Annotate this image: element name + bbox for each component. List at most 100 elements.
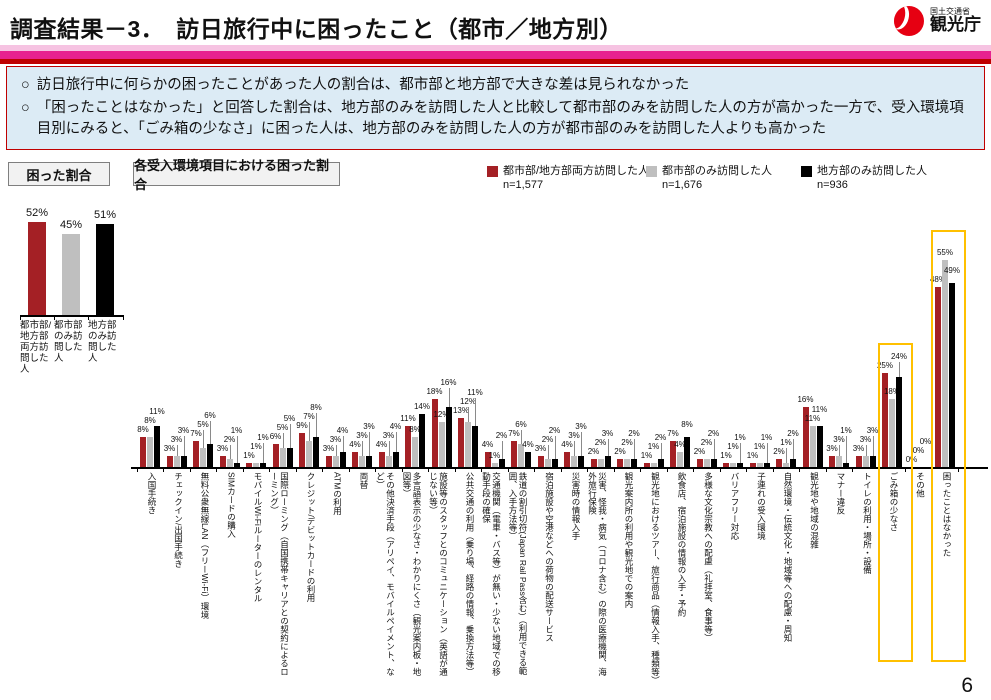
label-leader-16-1 (574, 440, 575, 456)
bar-25-0 (802, 406, 809, 467)
axis-tick-12 (454, 468, 456, 472)
section-label-by-item: 各受入環境項目における困った割合 (133, 158, 340, 192)
bar-11-0 (431, 399, 438, 467)
bar-22-0 (723, 463, 729, 467)
bar-value-21-2: 2% (707, 429, 720, 439)
bar-0-0 (140, 436, 146, 467)
bar-value-2-0: 7% (190, 428, 202, 438)
page-number: 6 (961, 674, 973, 697)
main-x-axis (131, 467, 988, 469)
axis-tick-19 (640, 468, 642, 472)
bar-value-4-2: 1% (257, 433, 269, 443)
label-leader-23-2 (766, 443, 768, 464)
bar-value-8-2: 3% (363, 421, 375, 431)
bar-12-1 (465, 421, 471, 467)
label-leader-6-2 (316, 413, 317, 437)
label-leader-27-2 (872, 435, 874, 456)
label-leader-11-2 (448, 388, 450, 407)
bar-25-1 (809, 425, 816, 467)
bar-15-1 (544, 459, 551, 467)
axis-tick-29 (905, 468, 907, 472)
mini-axis-tick-3 (123, 316, 124, 320)
bar-value-3-2: 1% (230, 425, 243, 435)
bar-value-13-1: 1% (488, 451, 501, 461)
bar-26-0 (829, 455, 835, 467)
label-leader-18-2 (634, 439, 635, 460)
mini-cat-label-2: 地方部のみ訪問した人 (88, 320, 117, 364)
bar-1-2 (180, 455, 187, 467)
bar-value-24-0: 2% (773, 447, 785, 457)
label-leader-5-1 (282, 433, 284, 449)
label-leader-8-1 (362, 440, 363, 456)
bar-value-15-2: 2% (548, 425, 561, 435)
header-strip-red (0, 59, 991, 64)
bar-value-25-0: 16% (797, 394, 814, 404)
bar-4-0 (246, 463, 252, 467)
bar-value-24-2: 2% (787, 429, 799, 439)
bar-value-13-2: 2% (495, 430, 508, 440)
axis-tick-13 (481, 468, 483, 472)
bar-value-23-2: 1% (760, 433, 773, 443)
legend-swatch-urban (646, 166, 657, 177)
legend-swatch-rural (801, 166, 812, 177)
category-label-0: 入国手続き (147, 472, 157, 515)
category-label-19: 観光地におけるツアー、旅行商品（情報入手、種類等） (650, 472, 661, 685)
bar-value-1-0: 3% (163, 443, 176, 453)
axis-tick-16 (560, 468, 562, 472)
bar-value-7-2: 4% (336, 425, 349, 435)
bar-value-20-0: 7% (667, 428, 679, 438)
bar-value-2-1: 5% (197, 419, 209, 429)
section-label-troubled-ratio: 困った割合 (8, 162, 110, 186)
bar-10-1 (412, 436, 418, 467)
page-title: 調査結果－3． 訪日旅行中に困ったこと（都市／地方別） (10, 16, 623, 42)
bar-value-6-0: 9% (296, 421, 308, 431)
bar-value-23-1: 1% (753, 442, 766, 452)
label-leader-9-2 (395, 431, 397, 452)
bar-value-27-1: 3% (859, 434, 872, 444)
category-label-11: 施設等のスタッフとのコミュニケーション（英語が通じない等） (428, 472, 449, 676)
bar-19-0 (643, 463, 650, 467)
bar-8-2 (366, 455, 372, 467)
bar-30-2 (949, 282, 955, 467)
highlight-box-30 (931, 230, 966, 662)
mini-cat-label-1: 都市部のみ訪問した人 (54, 320, 83, 364)
bar-25-2 (816, 425, 823, 467)
category-label-7: ATMの利用 (332, 472, 343, 515)
bar-value-19-0: 1% (640, 451, 653, 461)
label-leader-3-2 (236, 435, 238, 464)
bar-6-1 (306, 440, 312, 467)
bar-value-0-0: 8% (137, 424, 149, 434)
category-label-16: 災害時の情報入手 (571, 472, 581, 540)
bar-26-2 (843, 463, 849, 467)
legend-label: 地方部のみ訪問した人 n=936 (817, 165, 927, 192)
label-leader-14-1 (521, 429, 522, 445)
category-label-17: 災害、怪我・病気（コロナ含む）の際の医療機関、海外旅行保険 (587, 472, 608, 676)
axis-tick-6 (295, 468, 297, 472)
bar-value-5-0: 6% (269, 432, 282, 442)
bar-14-0 (511, 440, 517, 467)
bar-value-30-0: 48% (929, 274, 946, 284)
label-leader-1-1 (176, 444, 178, 456)
axis-tick-15 (534, 468, 536, 472)
bar-value-26-0: 3% (826, 443, 838, 453)
bar-28-2 (896, 376, 902, 467)
category-label-14: 鉄道の割引切符(Japan Rail Pass含む)（利用できる範囲、入手方法等… (508, 472, 528, 676)
bullet-text: 訪日旅行中に何らかの困ったことがあった人の割合は、都市部と地方部で大きな差は見ら… (36, 77, 690, 93)
bar-12-0 (458, 418, 464, 467)
category-label-18: 観光案内所の利用や観光地での案内 (624, 472, 634, 608)
legend-item-rural-only: 地方部のみ訪問した人 n=936 (801, 164, 927, 193)
bar-24-2 (790, 459, 796, 467)
bar-24-0 (776, 459, 782, 467)
bar-value-9-0: 4% (375, 439, 388, 449)
bar-value-28-1: 18% (883, 387, 900, 397)
bar-30-1 (942, 260, 948, 467)
bar-value-25-1: 11% (804, 413, 821, 423)
bar-value-21-1: 2% (700, 438, 713, 448)
label-leader-16-2 (581, 431, 582, 456)
bar-13-0 (484, 451, 491, 467)
label-leader-3-1 (229, 444, 231, 460)
axis-tick-31 (958, 468, 960, 472)
bar-value-18-2: 2% (628, 429, 640, 439)
bar-30-0 (935, 286, 941, 467)
bar-value-30-1: 55% (936, 248, 953, 258)
